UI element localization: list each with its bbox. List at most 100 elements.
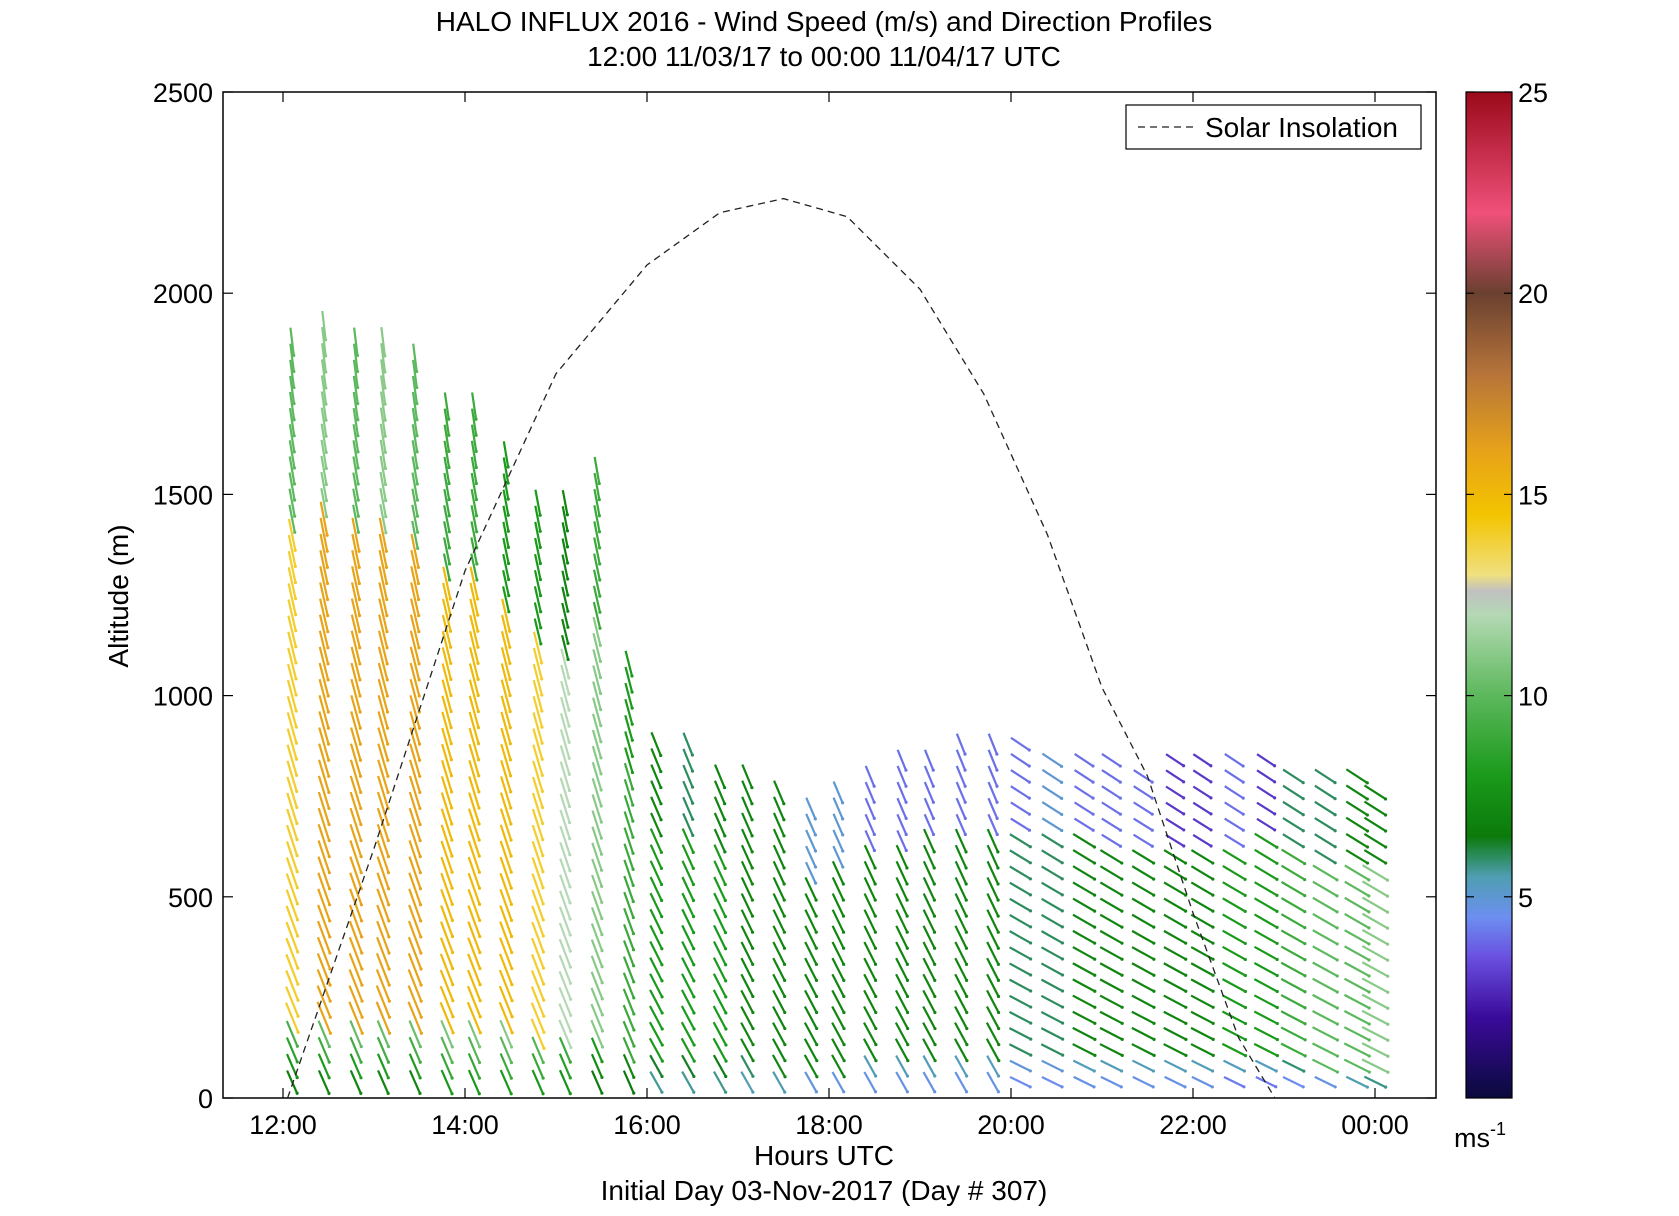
wind-barb (740, 844, 754, 869)
wind-barb-head (1242, 1069, 1246, 1073)
wind-barb-head (995, 752, 999, 756)
wind-barb-head (357, 581, 361, 586)
wind-barb (1344, 896, 1370, 913)
wind-barb-head (873, 962, 878, 966)
wind-barb-head (1211, 877, 1215, 881)
wind-barb (500, 727, 512, 761)
wind-barb (1343, 961, 1370, 977)
wind-barb (1253, 929, 1278, 945)
wind-barb (470, 424, 478, 452)
wind-barb-head (1365, 781, 1369, 785)
wind-barb (499, 888, 513, 921)
wind-barb (954, 909, 968, 933)
wind-barb-head (508, 742, 513, 746)
legend: Solar Insolation (1125, 104, 1422, 150)
wind-barb-head (450, 1045, 454, 1049)
wind-barb (285, 1020, 299, 1047)
wind-barb (558, 970, 572, 1000)
wind-barb-head (1093, 925, 1097, 929)
wind-barb-head (294, 613, 298, 617)
wind-barb-head (295, 1091, 299, 1095)
wind-barb-head (358, 742, 362, 746)
wind-barb (985, 1005, 1000, 1030)
wind-barb (623, 875, 635, 902)
wind-barb (1010, 769, 1030, 784)
wind-barb (1009, 897, 1032, 912)
wind-barb (712, 989, 727, 1014)
wind-barb (350, 727, 362, 761)
wind-barb (681, 828, 695, 853)
wind-barb-head (538, 545, 542, 549)
wind-barb-head (450, 1076, 454, 1080)
wind-barb (1256, 817, 1276, 831)
wind-barb-head (842, 978, 846, 982)
wind-barb-head (1027, 796, 1031, 800)
wind-barb-head (1118, 764, 1122, 768)
wind-barb-head (415, 418, 419, 422)
wind-barb (379, 487, 387, 517)
wind-barb (895, 1055, 909, 1077)
wind-barb (1099, 1010, 1123, 1025)
wind-barb-head (357, 614, 362, 618)
wind-barb (1040, 978, 1064, 992)
wind-barb-head (1274, 1069, 1278, 1073)
wind-barb (1361, 977, 1389, 994)
wind-barb-head (1275, 925, 1279, 930)
wind-barb (1010, 801, 1030, 816)
wind-barb-head (783, 1075, 787, 1079)
wind-barb-head (542, 998, 546, 1002)
wind-barb (1009, 978, 1032, 992)
wind-barb (623, 811, 634, 838)
wind-barb-head (447, 530, 451, 534)
wind-barb-head (508, 758, 513, 762)
wind-barb-head (328, 983, 332, 987)
wind-barb (351, 566, 361, 600)
wind-barb (1363, 832, 1387, 848)
wind-barb-head (477, 1092, 481, 1096)
wind-barb (317, 807, 331, 841)
wind-barb-head (782, 850, 786, 854)
wind-barb (986, 844, 999, 869)
wind-barb (469, 566, 479, 600)
wind-barb (500, 663, 512, 696)
wind-barb (409, 678, 421, 713)
wind-barb (593, 521, 601, 549)
wind-barb (1009, 930, 1032, 944)
x-axis-label-secondary: Initial Day 03-Nov-2017 (Day # 307) (601, 1175, 1048, 1206)
wind-barb (443, 521, 451, 549)
wind-barb-head (540, 789, 545, 793)
wind-barb-head (1182, 828, 1186, 832)
wind-barb (531, 841, 544, 873)
wind-barb-head (965, 1074, 969, 1078)
wind-barb (558, 987, 572, 1016)
wind-barb-head (996, 946, 1000, 950)
wind-barb (1222, 881, 1246, 897)
wind-barb (1101, 752, 1121, 767)
wind-barb-head (1242, 1085, 1246, 1089)
wind-barb (440, 1036, 454, 1063)
wind-barb (502, 521, 510, 548)
wind-barb-head (449, 709, 453, 714)
wind-barb-head (1119, 1085, 1123, 1089)
wind-barb-head (1183, 1085, 1187, 1089)
wind-barb (561, 506, 569, 532)
wind-barb (558, 954, 572, 984)
wind-barb-head (906, 1059, 910, 1063)
wind-barb (681, 844, 695, 869)
wind-barb-head (541, 837, 545, 842)
wind-barb (1256, 769, 1276, 783)
wind-barb-head (1152, 1053, 1156, 1057)
wind-barb (467, 808, 481, 841)
wind-barb-head (1303, 1022, 1307, 1026)
wind-barb (468, 647, 480, 680)
wind-barb-head (659, 769, 663, 774)
wind-barb-head (541, 821, 545, 826)
wind-barb-head (964, 930, 968, 934)
wind-barb (832, 845, 844, 868)
wind-barb (467, 1069, 481, 1095)
wind-barb-head (1367, 1022, 1371, 1026)
wind-barb (350, 614, 361, 649)
wind-barb-head (965, 1010, 969, 1015)
wind-barb (351, 549, 361, 584)
wind-barb (624, 650, 634, 677)
